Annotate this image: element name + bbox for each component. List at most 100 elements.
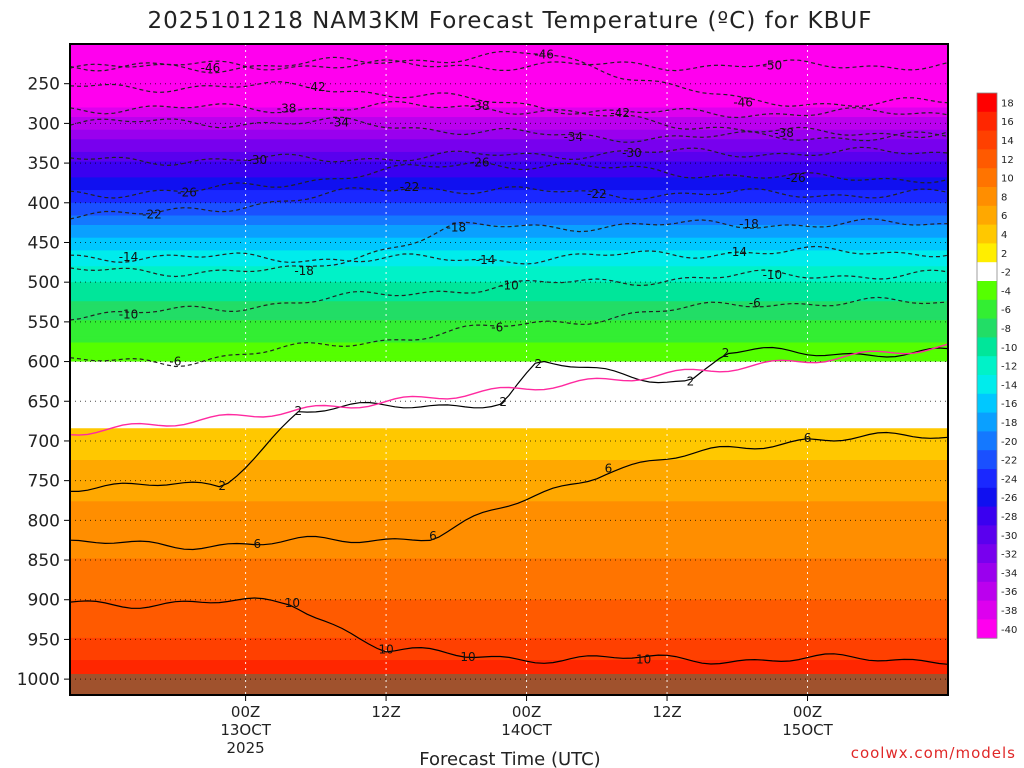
- field-band: [70, 609, 948, 614]
- field-band: [70, 444, 948, 448]
- field-band: [70, 507, 948, 512]
- field-band: [70, 374, 948, 379]
- colorbar-label: -18: [1001, 418, 1017, 429]
- contour-label: -38: [470, 99, 490, 113]
- colorbar-swatch: [977, 375, 997, 395]
- y-tick-label: 600: [28, 353, 60, 373]
- field-band: [70, 59, 948, 64]
- field-band: [70, 577, 948, 582]
- colorbar-label: -20: [1001, 437, 1017, 448]
- colorbar-label: 12: [1001, 155, 1014, 166]
- isotherm-line: [69, 245, 949, 265]
- contour-label: -10: [499, 278, 519, 292]
- colorbar-swatch: [977, 224, 997, 244]
- field-band: [70, 88, 948, 93]
- colorbar: 18 16 14 12 10 8 6 4 2 -2 -4 -6 -8 -10 -12 -14 -16 -18 -20…: [976, 92, 1017, 639]
- colorbar-swatch: [977, 93, 997, 113]
- colorbar-swatch: [977, 205, 997, 225]
- contour-label: -38: [277, 101, 297, 115]
- field-band: [70, 460, 948, 464]
- y-tick-label: 550: [28, 313, 60, 333]
- colorbar-label: 10: [1001, 174, 1014, 185]
- contour-label: 6: [429, 529, 437, 543]
- contour-label: -18: [294, 264, 314, 278]
- contour-label: -6: [169, 355, 181, 369]
- field-band: [70, 494, 948, 499]
- field-band: [70, 221, 948, 226]
- field-band: [70, 510, 948, 515]
- field-band: [70, 164, 948, 169]
- chart-title: 2025101218 NAM3KM Forecast Temperature (…: [148, 8, 873, 34]
- y-tick-label: 300: [28, 114, 60, 134]
- field-band: [70, 326, 948, 331]
- field-band: [70, 479, 948, 483]
- plot-area: -46 -46 -50 -42 -46 -38 -38 -42 -34 -34 -38 -30 -30 -…: [69, 43, 949, 696]
- field-band: [70, 190, 948, 194]
- field-band: [70, 593, 948, 598]
- field-band: [70, 641, 948, 645]
- field-band: [70, 666, 948, 671]
- field-band: [70, 606, 948, 610]
- contour-label: -14: [476, 253, 496, 267]
- field-band: [70, 352, 948, 356]
- field-band: [70, 628, 948, 633]
- colorbar-label: -26: [1001, 493, 1017, 504]
- isotherms: [69, 51, 949, 665]
- field-band: [70, 158, 948, 163]
- credit-text: coolwx.com/models: [851, 744, 1016, 762]
- colorbar-label: 18: [1001, 98, 1014, 109]
- colorbar-swatch: [977, 299, 997, 319]
- field-band: [70, 653, 948, 658]
- field-band: [70, 590, 948, 594]
- field-band: [70, 463, 948, 467]
- colorbar-label: -32: [1001, 550, 1017, 561]
- field-band: [70, 117, 948, 121]
- colorbar-swatch: [977, 318, 997, 338]
- contour-label: -46: [201, 61, 221, 75]
- field-band: [70, 644, 948, 648]
- y-tick-label: 700: [28, 432, 60, 452]
- y-tick-label: 850: [28, 551, 60, 571]
- colorbar-label: -6: [1001, 305, 1011, 316]
- colorbar-swatch: [977, 619, 997, 639]
- colorbar-swatch: [977, 262, 997, 282]
- field-band: [70, 399, 948, 404]
- field-band: [70, 513, 948, 518]
- field-band: [70, 580, 948, 585]
- contour-label: -38: [774, 126, 794, 140]
- field-band: [70, 650, 948, 655]
- field-band: [70, 526, 948, 531]
- field-band: [70, 136, 948, 140]
- grid: [70, 44, 948, 695]
- field-band: [70, 428, 948, 433]
- y-tick-label: 750: [28, 472, 60, 492]
- field-band: [70, 240, 948, 245]
- field-band: [70, 367, 948, 372]
- field-band: [70, 180, 948, 185]
- field-band: [70, 167, 948, 172]
- field-band: [70, 371, 948, 375]
- field-band: [70, 660, 948, 664]
- field-band: [70, 196, 948, 201]
- contour-label: -18: [447, 220, 467, 234]
- field-band: [70, 313, 948, 318]
- contour-label: -22: [142, 208, 162, 222]
- field-band: [70, 637, 948, 642]
- colorbar-label: -2: [1001, 268, 1011, 279]
- field-band: [70, 228, 948, 232]
- colorbar-swatch: [977, 469, 997, 489]
- field-band: [70, 53, 948, 58]
- contour-label: -22: [587, 187, 607, 201]
- contour-label: -26: [470, 155, 490, 169]
- colorbar-swatch: [977, 168, 997, 188]
- field-band: [70, 561, 948, 566]
- field-band: [70, 355, 948, 359]
- colorbar-label: -36: [1001, 587, 1017, 598]
- isotherm-line: [70, 346, 949, 492]
- field-band: [70, 177, 948, 182]
- field-band: [70, 161, 948, 166]
- colorbar-label: -4: [1001, 286, 1011, 297]
- field-band: [70, 587, 948, 591]
- field-band: [70, 558, 948, 563]
